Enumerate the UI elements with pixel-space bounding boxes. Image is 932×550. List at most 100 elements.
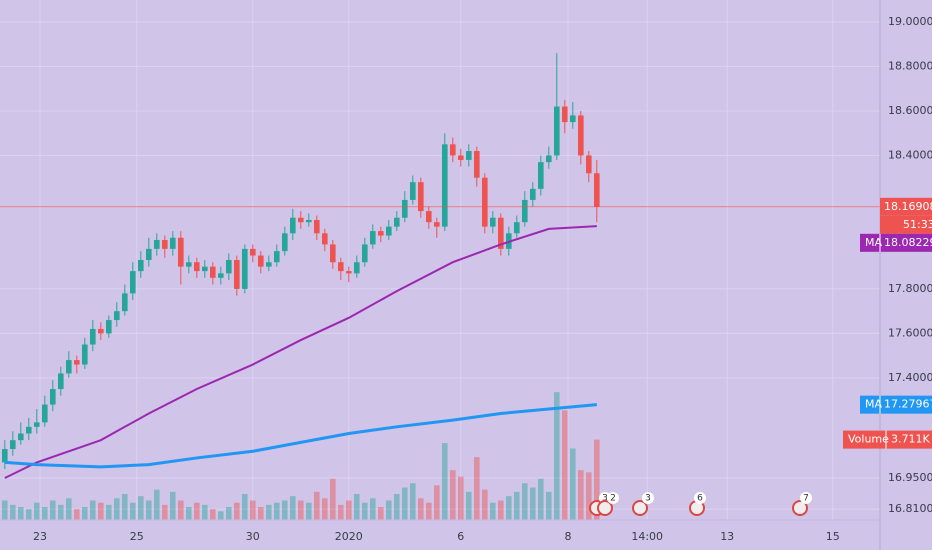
volume-bar: [314, 491, 320, 520]
candle-body: [450, 144, 456, 156]
volume-bar: [178, 500, 184, 520]
candle-body: [66, 360, 72, 374]
x-tick-label: 30: [246, 530, 260, 543]
candle-body: [58, 373, 64, 389]
volume-bar: [42, 507, 48, 520]
candle-body: [74, 360, 80, 365]
x-tick-label: 6: [457, 530, 464, 543]
y-tick-label: 16.95000: [888, 471, 932, 484]
volume-bar: [34, 502, 40, 520]
events: 3 2 3 6 7: [589, 492, 812, 516]
event[interactable]: 6: [689, 492, 706, 516]
volume-bar: [170, 491, 176, 520]
event-count: 3: [645, 494, 651, 504]
ma-line: [4, 225, 597, 479]
volume-bar: [538, 478, 544, 520]
candle-body: [234, 260, 240, 289]
volume-bar: [418, 498, 424, 520]
volume-bar: [346, 500, 352, 520]
candle-body: [498, 217, 504, 249]
volume-bar: [10, 504, 16, 520]
ma-tag: [860, 395, 932, 414]
volume-bar: [498, 500, 504, 520]
volume-bar: [322, 498, 328, 520]
volume: [2, 392, 600, 520]
ma-lines: [0, 206, 880, 479]
volume-bar: [266, 504, 272, 520]
candle-body: [378, 231, 384, 236]
candle-body: [202, 266, 208, 272]
volume-bar: [90, 500, 96, 520]
volume-bar: [130, 502, 136, 520]
candle-body: [562, 106, 568, 123]
candle-body: [114, 311, 120, 321]
candle-body: [82, 344, 88, 365]
volume-bar: [450, 470, 456, 520]
candle-body: [282, 233, 288, 252]
volume-bar: [98, 502, 104, 520]
candle-body: [258, 255, 264, 267]
candle-body: [482, 177, 488, 227]
volume-bar: [26, 509, 32, 520]
candle-body: [34, 422, 40, 427]
x-tick-label: 23: [33, 530, 47, 543]
volume-bar: [330, 478, 336, 520]
candle-body: [106, 320, 112, 334]
candle-body: [178, 237, 184, 267]
volume-bar: [402, 487, 408, 520]
volume-bar: [114, 498, 120, 520]
volume-bar: [370, 498, 376, 520]
volume-bar: [466, 491, 472, 520]
volume-bar: [82, 507, 88, 520]
y-tick-label: 19.00000: [888, 15, 932, 28]
volume-bar: [578, 470, 584, 520]
candle-body: [458, 155, 464, 160]
ma-name: MA: [865, 398, 882, 411]
y-tick-label: 17.80000: [888, 282, 932, 295]
candle-body: [266, 262, 272, 267]
volume-bar: [594, 439, 600, 520]
candle-body: [98, 328, 104, 334]
candle-body: [226, 260, 232, 274]
volume-tag: [843, 430, 932, 449]
event[interactable]: 7: [792, 492, 812, 516]
candle-body: [186, 262, 192, 267]
candle-body: [314, 219, 320, 234]
event-count: 6: [697, 494, 703, 504]
volume-bar: [362, 502, 368, 520]
candle-body: [538, 162, 544, 189]
candle-body: [554, 106, 560, 156]
candle-body: [306, 219, 312, 223]
volume-bar: [146, 500, 152, 520]
volume-bar: [66, 498, 72, 520]
candle-body: [530, 188, 536, 200]
candle-body: [370, 231, 376, 245]
candle-body: [434, 222, 440, 227]
volume-value: 3.711K: [891, 433, 930, 446]
countdown-tag: [880, 215, 932, 234]
volume-bar: [378, 507, 384, 520]
candle-body: [122, 293, 128, 312]
volume-bar: [298, 500, 304, 520]
volume-bar: [530, 487, 536, 520]
candle-body: [42, 404, 48, 423]
volume-bar: [490, 502, 496, 520]
volume-bar: [570, 448, 576, 520]
volume-name: Volume: [848, 433, 889, 446]
event-count: 3: [602, 494, 608, 504]
y-tick-label: 18.40000: [888, 148, 932, 161]
candle-body: [418, 182, 424, 212]
volume-bar: [186, 507, 192, 520]
event[interactable]: 2: [597, 492, 619, 516]
event-count: 7: [803, 494, 809, 504]
volume-bar: [522, 483, 528, 520]
candle-body: [402, 199, 408, 218]
event[interactable]: 3: [632, 492, 654, 516]
price-tag-text: 18.16908: [884, 200, 932, 213]
volume-bar: [306, 502, 312, 520]
volume-bar: [394, 494, 400, 520]
volume-bar: [202, 504, 208, 520]
x-tick-label: 2020: [335, 530, 363, 543]
